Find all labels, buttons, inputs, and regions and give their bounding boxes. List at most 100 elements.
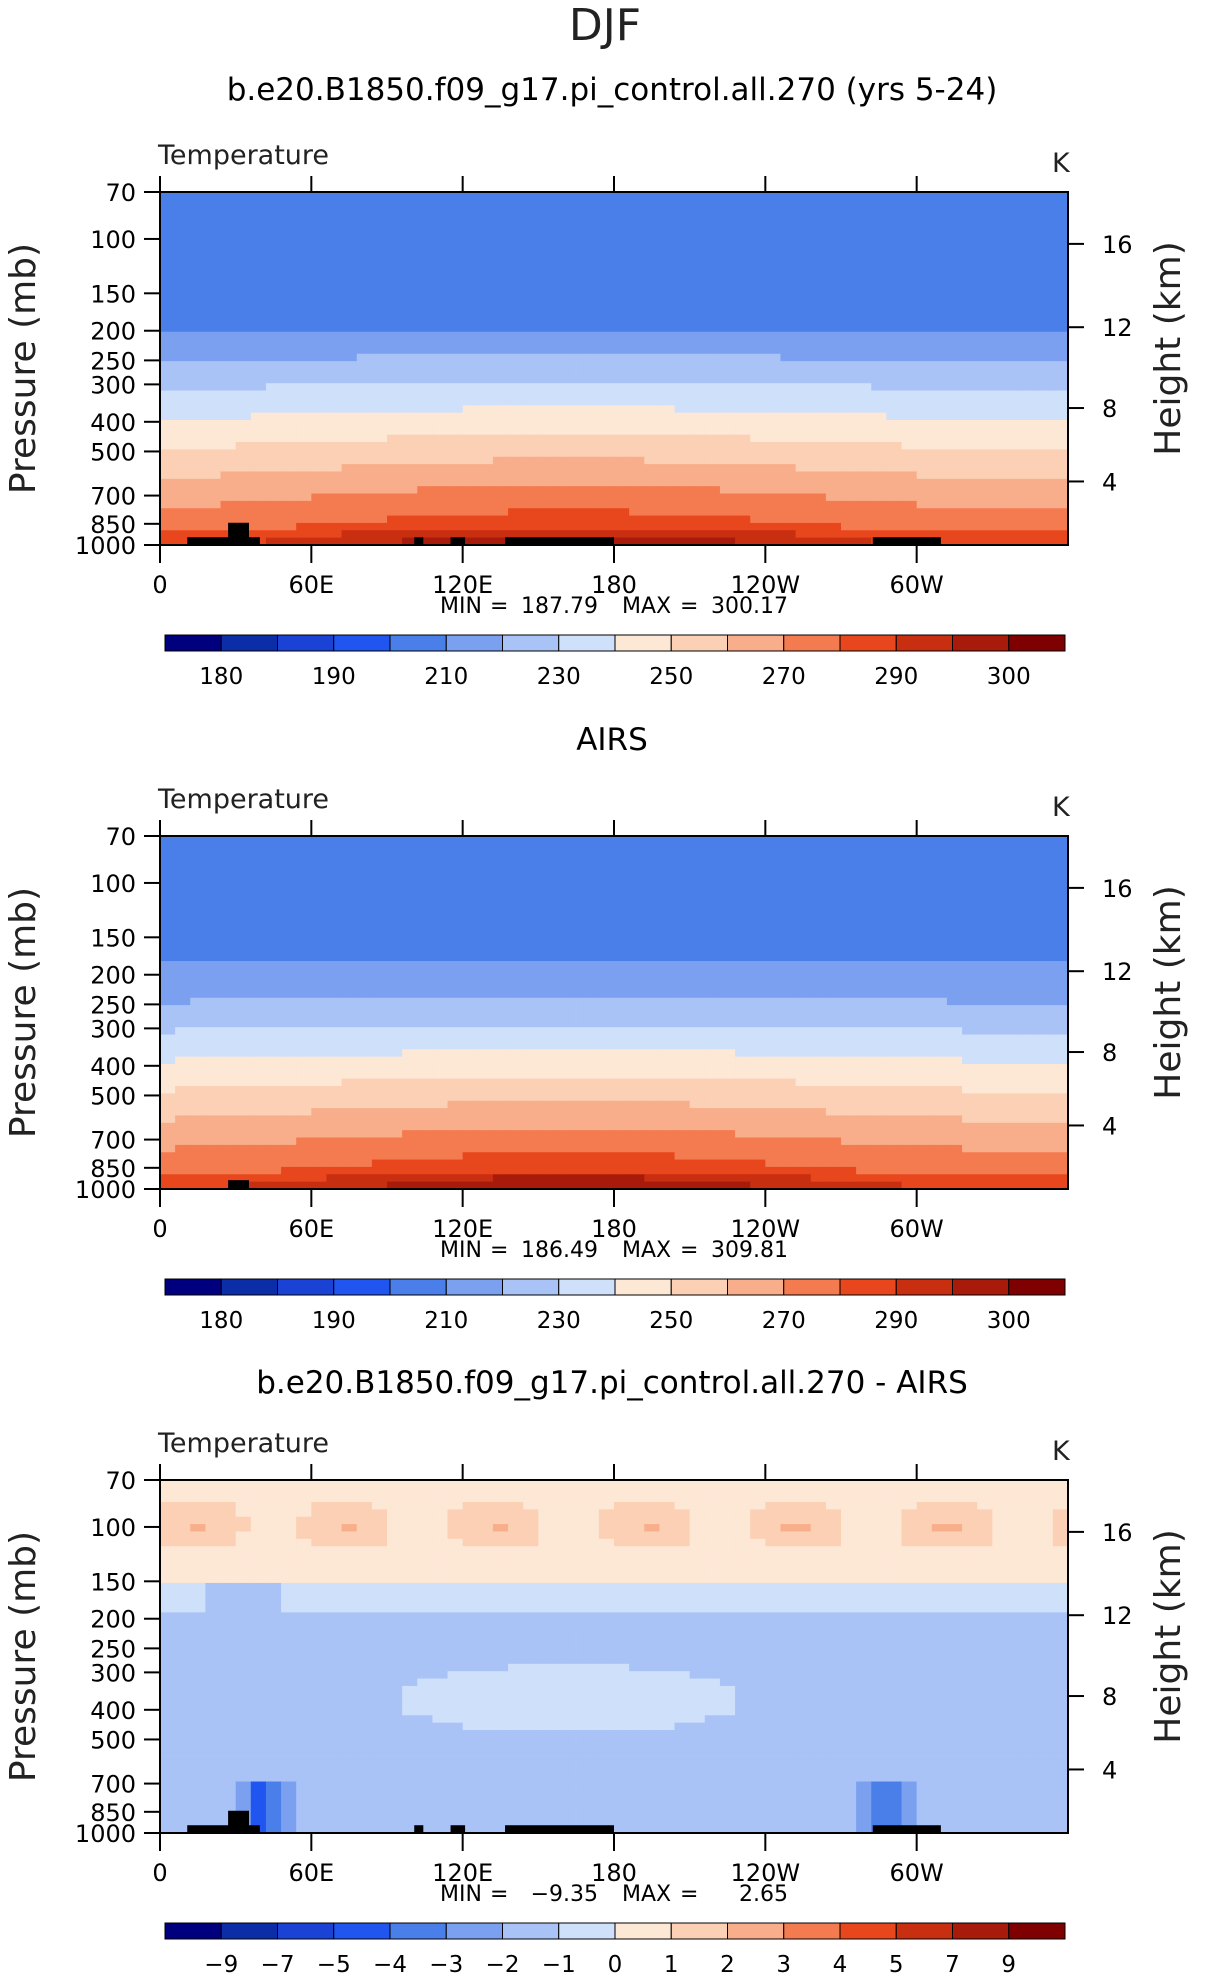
field-cell — [160, 493, 176, 502]
field-cell — [477, 1041, 494, 1050]
field-cell — [387, 331, 403, 340]
field-cell — [977, 346, 993, 355]
field-cell — [1022, 317, 1039, 325]
field-cell — [281, 1063, 297, 1072]
field-cell — [659, 530, 676, 539]
field-cell — [326, 997, 343, 1006]
field-cell — [175, 478, 191, 487]
field-cell — [992, 997, 1009, 1006]
field-cell — [598, 1034, 615, 1043]
field-cell — [523, 924, 539, 933]
field-cell — [598, 331, 615, 340]
field-cell — [311, 464, 328, 473]
field-cell — [160, 390, 176, 399]
field-cell — [916, 317, 933, 325]
field-cell — [326, 1005, 343, 1014]
field-cell — [614, 961, 630, 969]
field-cell — [977, 1041, 993, 1050]
field-cell — [629, 1071, 645, 1080]
field-cell — [901, 221, 918, 230]
field-cell — [175, 317, 191, 325]
field-cell — [175, 375, 191, 384]
field-cell — [1052, 228, 1069, 237]
field-cell — [856, 265, 872, 274]
field-cell — [220, 258, 237, 267]
field-cell — [311, 975, 328, 984]
field-cell — [417, 887, 433, 896]
field-cell — [719, 938, 736, 947]
field-cell — [250, 880, 267, 889]
field-cell — [281, 265, 297, 274]
field-cell — [477, 1019, 494, 1028]
field-cell — [1022, 500, 1039, 509]
field-cell — [583, 843, 600, 852]
field-cell — [417, 478, 433, 487]
field-cell — [689, 858, 706, 867]
field-cell — [825, 464, 842, 473]
field-cell — [326, 931, 343, 940]
field-cell — [719, 1019, 736, 1028]
field-cell — [977, 938, 993, 947]
field-cell — [417, 916, 433, 925]
field-cell — [250, 192, 267, 200]
field-cell — [886, 243, 903, 252]
field-cell — [235, 1049, 252, 1058]
field-cell — [886, 983, 903, 992]
field-cell — [553, 887, 570, 896]
field-cell — [750, 938, 766, 947]
field-cell — [417, 309, 433, 318]
field-cell — [281, 309, 297, 318]
field-cell — [417, 894, 433, 903]
field-cell — [265, 931, 282, 940]
field-cell — [160, 953, 176, 962]
field-cell — [205, 990, 222, 999]
field-cell — [326, 302, 343, 311]
field-cell — [946, 1063, 963, 1072]
field-cell — [341, 894, 358, 903]
field-cell — [492, 916, 509, 925]
field-cell — [447, 1034, 464, 1043]
field-cell — [417, 500, 433, 509]
field-cell — [371, 375, 388, 384]
field-cell — [538, 858, 555, 867]
field-cell — [644, 419, 660, 428]
field-cell — [810, 412, 827, 421]
field-cell — [674, 990, 691, 999]
field-cell — [326, 1063, 343, 1072]
field-cell — [356, 331, 373, 340]
field-cell — [856, 317, 872, 325]
field-cell — [477, 353, 494, 362]
field-cell — [508, 902, 524, 911]
field-cell — [568, 442, 585, 450]
field-cell — [568, 1071, 585, 1080]
field-cell — [810, 1071, 827, 1080]
field-cell — [175, 199, 191, 208]
field-cell — [886, 427, 903, 436]
field-cell — [916, 1019, 933, 1028]
field-cell — [780, 456, 797, 465]
field-cell — [659, 294, 676, 303]
field-cell — [689, 383, 706, 392]
field-cell — [371, 449, 388, 458]
field-cell — [931, 858, 948, 867]
field-cell — [810, 872, 827, 881]
field-cell — [1037, 493, 1054, 502]
field-cell — [841, 508, 857, 517]
field-cell — [462, 471, 479, 480]
field-cell — [492, 486, 509, 495]
field-cell — [931, 515, 948, 524]
field-cell — [175, 887, 191, 896]
field-cell — [402, 478, 418, 487]
field-cell — [492, 836, 509, 844]
field-cell — [568, 302, 585, 311]
field-cell — [856, 302, 872, 311]
field-cell — [281, 522, 297, 531]
field-cell — [644, 324, 660, 333]
max-label: MAX — [622, 594, 671, 619]
field-cell — [810, 865, 827, 874]
field-cell — [674, 1071, 691, 1080]
field-cell — [780, 924, 797, 933]
field-cell — [553, 1049, 570, 1058]
field-cell — [825, 302, 842, 311]
field-cell — [220, 953, 237, 962]
